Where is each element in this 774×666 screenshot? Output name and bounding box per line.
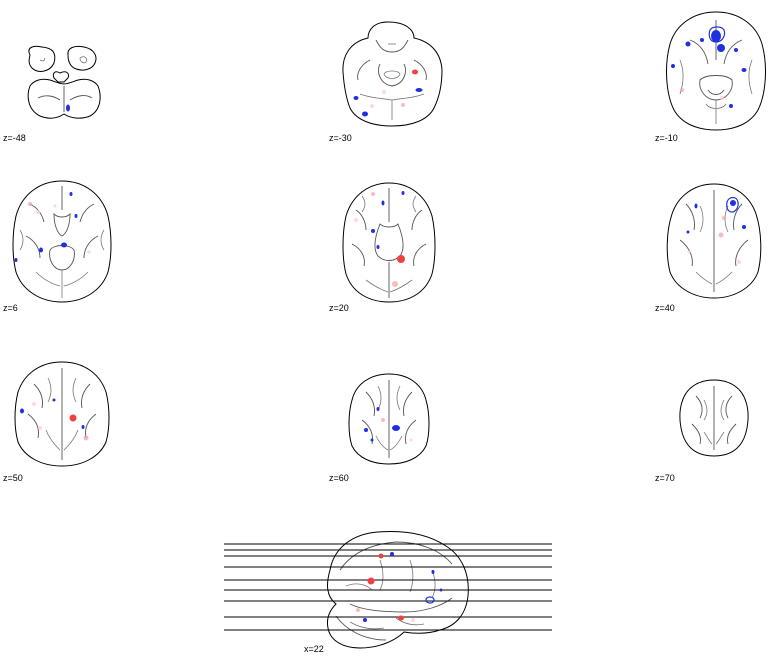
slice-label-x22: x=22 xyxy=(304,645,324,654)
